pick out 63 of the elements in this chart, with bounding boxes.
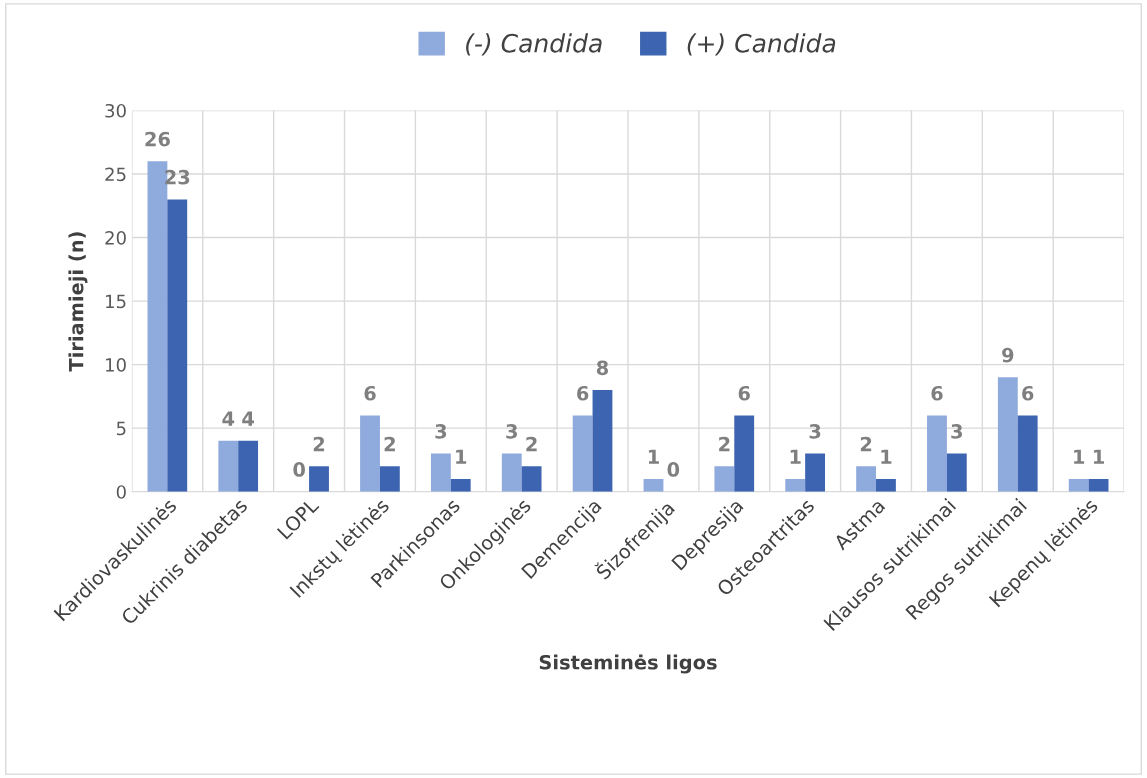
data-label: 2 [719,436,730,452]
data-label: 9 [1002,347,1014,363]
bar [946,453,967,492]
data-label: 2 [526,436,537,452]
bar [856,466,877,492]
data-label: 1 [1074,449,1085,464]
y-tick-label: 15 [106,294,126,309]
data-label: 8 [596,360,609,376]
data-label: 1 [648,449,659,464]
bar [450,478,471,492]
bar [643,478,664,492]
data-label: 26 [145,131,170,147]
y-tick-label: 10 [106,358,126,372]
data-label: 2 [384,436,395,452]
data-label: 6 [931,385,943,401]
y-tick-label: 5 [116,421,126,436]
data-label: 6 [577,385,589,401]
x-axis-title: Sisteminės ligos [539,654,717,674]
bar [714,466,735,492]
data-label: 6 [1022,385,1034,401]
data-label: 4 [242,411,254,426]
data-label: 2 [313,436,325,452]
bar [876,478,896,492]
bar [501,453,522,492]
y-axis-title: Tiriamieji (n) [68,232,88,372]
bar [430,453,451,492]
legend-label: (+) Candida [687,33,836,56]
data-label: 0 [293,462,305,477]
bar [1088,478,1109,492]
data-label: 3 [809,423,821,439]
data-label: 6 [364,385,376,401]
legend-label: (-) Candida [466,33,602,56]
bar [238,440,259,492]
bar [167,199,188,492]
data-label: 4 [222,411,235,426]
bar [927,415,947,492]
data-label: 1 [881,449,892,464]
data-label: 0 [667,462,680,477]
y-tick-label: 20 [105,231,126,245]
data-label: 3 [951,423,963,439]
bar [785,478,806,492]
data-label: 6 [738,385,750,401]
data-label: 1 [1093,449,1104,464]
bar [805,453,825,492]
y-tick-label: 25 [105,167,126,182]
y-tick-label: 0 [116,485,126,499]
y-tick-label: 30 [105,103,126,118]
bar [521,466,542,492]
bar [309,466,329,492]
bar [734,415,755,492]
bar [360,415,380,492]
bar [572,415,593,492]
data-label: 1 [456,449,467,464]
bar [592,390,613,492]
bar [379,466,400,492]
bar [1068,478,1089,492]
bar [218,440,239,492]
data-label: 2 [860,436,872,452]
bar [997,377,1018,492]
bar [1017,415,1038,492]
data-label: 1 [790,449,801,464]
data-label: 3 [506,423,517,439]
data-label: 3 [435,423,447,439]
